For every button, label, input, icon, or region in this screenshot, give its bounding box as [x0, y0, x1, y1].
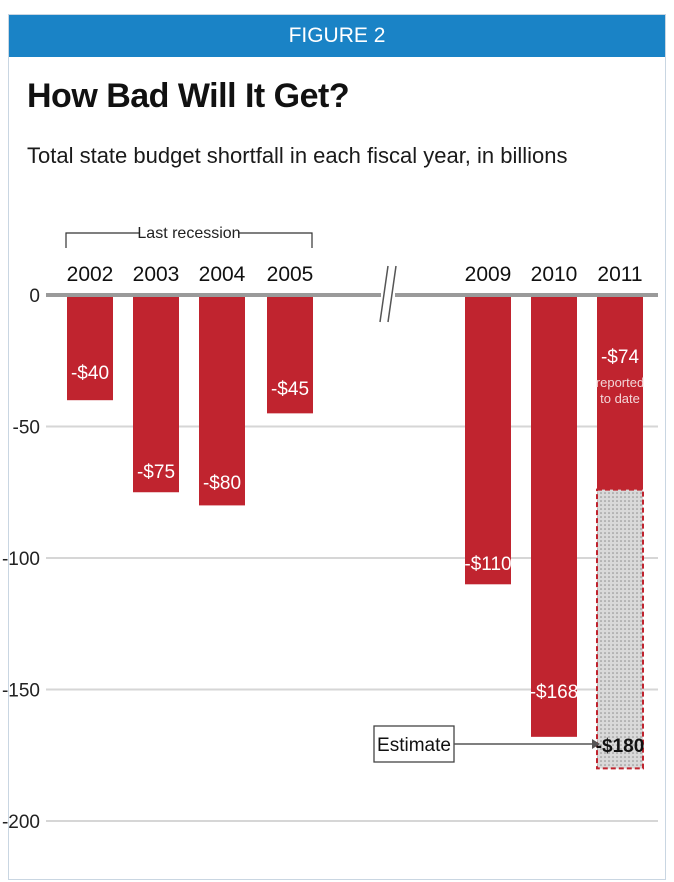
bar-2004	[199, 295, 245, 506]
chart-subtitle: Total state budget shortfall in each fis…	[27, 143, 568, 168]
y-tick-label: -150	[2, 681, 40, 702]
y-tick-label: -100	[2, 549, 40, 570]
recession-bracket-label: Last recession	[137, 225, 240, 242]
data-label-2010: -$168	[530, 682, 579, 703]
x-tick-label: 2002	[67, 263, 114, 286]
y-tick-label: -200	[2, 812, 40, 833]
bar-note-line: to date	[600, 391, 640, 406]
x-tick-label: 2009	[465, 263, 512, 286]
data-label-2009: -$110	[464, 554, 511, 575]
bar-note-line: reported	[596, 375, 644, 390]
bar-2005	[267, 295, 313, 414]
x-tick-label: 2011	[597, 263, 642, 286]
figure-banner-label: FIGURE 2	[288, 24, 386, 47]
estimate-arrow-head	[592, 739, 600, 749]
x-tick-label: 2004	[199, 263, 246, 286]
recession-bracket-left	[65, 232, 140, 248]
bar-2010	[531, 295, 577, 737]
data-label-2005: -$45	[271, 379, 309, 400]
data-label-2002: -$40	[71, 363, 109, 384]
axis-break-mark	[379, 265, 389, 323]
estimate-value-label: -$180	[596, 736, 645, 757]
chart-title: How Bad Will It Get?	[27, 77, 350, 115]
recession-bracket-right	[238, 232, 313, 248]
estimate-callout-label: Estimate	[377, 735, 451, 756]
y-tick-label: -50	[13, 418, 40, 439]
estimate-bar-2011	[596, 488, 644, 770]
x-tick-label: 2005	[267, 263, 314, 286]
data-label-2004: -$80	[203, 473, 241, 494]
figure-banner: FIGURE 2	[9, 15, 665, 57]
bar-2009	[465, 295, 511, 585]
axis-break-mark	[387, 265, 397, 323]
x-tick-label: 2003	[133, 263, 180, 286]
data-label-2003: -$75	[137, 462, 175, 483]
bar-2011	[597, 295, 643, 490]
data-label-2011: -$74	[601, 347, 639, 368]
y-tick-label: 0	[29, 286, 40, 307]
bar-2003	[133, 295, 179, 493]
bar-2002	[67, 295, 113, 401]
x-tick-label: 2010	[531, 263, 578, 286]
